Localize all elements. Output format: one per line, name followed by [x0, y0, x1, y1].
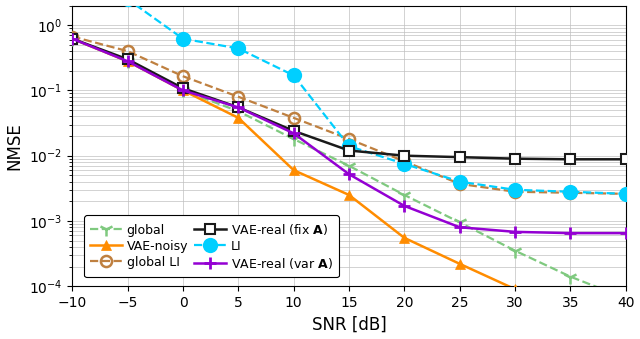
global LI: [68, 35, 76, 39]
global: [622, 296, 630, 300]
global: [124, 59, 131, 63]
Line: VAE-real (fix $\mathbf{A}$): VAE-real (fix $\mathbf{A}$): [67, 34, 630, 164]
global: [456, 220, 463, 224]
VAE-noisy: [179, 88, 187, 93]
LI: [345, 144, 353, 148]
LI: [622, 192, 630, 196]
global LI: [179, 74, 187, 78]
Line: LI: LI: [65, 0, 634, 201]
LI: [511, 188, 519, 192]
Line: global LI: global LI: [67, 31, 631, 199]
VAE-real (var $\mathbf{A}$): [179, 88, 187, 93]
LI: [566, 190, 574, 194]
Y-axis label: NMSE: NMSE: [6, 122, 24, 170]
global LI: [511, 190, 519, 194]
VAE-real (var $\mathbf{A}$): [566, 231, 574, 235]
VAE-noisy: [401, 236, 408, 240]
VAE-real (fix $\mathbf{A}$): [290, 129, 298, 133]
VAE-real (fix $\mathbf{A}$): [179, 86, 187, 90]
VAE-noisy: [456, 262, 463, 266]
VAE-noisy: [622, 336, 630, 339]
VAE-real (var $\mathbf{A}$): [124, 59, 131, 63]
Line: global: global: [65, 32, 632, 305]
VAE-noisy: [68, 37, 76, 41]
VAE-real (fix $\mathbf{A}$): [68, 37, 76, 41]
VAE-noisy: [234, 116, 242, 120]
global: [401, 193, 408, 197]
global LI: [622, 192, 630, 196]
global: [68, 37, 76, 41]
global LI: [401, 159, 408, 163]
global: [290, 137, 298, 141]
VAE-real (fix $\mathbf{A}$): [401, 154, 408, 158]
LI: [234, 46, 242, 51]
Legend: global, VAE-noisy, global LI, VAE-real (fix $\mathbf{A}$), LI, VAE-real (var $\m: global, VAE-noisy, global LI, VAE-real (…: [84, 215, 339, 277]
VAE-real (var $\mathbf{A}$): [401, 204, 408, 208]
global: [511, 248, 519, 253]
VAE-real (var $\mathbf{A}$): [622, 231, 630, 235]
global: [566, 275, 574, 279]
VAE-real (var $\mathbf{A}$): [68, 37, 76, 41]
VAE-noisy: [566, 312, 574, 316]
global: [345, 164, 353, 168]
global LI: [345, 137, 353, 141]
VAE-real (fix $\mathbf{A}$): [566, 157, 574, 161]
Line: VAE-real (var $\mathbf{A}$): VAE-real (var $\mathbf{A}$): [67, 33, 631, 239]
global: [179, 88, 187, 93]
global LI: [566, 191, 574, 195]
LI: [290, 73, 298, 77]
Line: VAE-noisy: VAE-noisy: [67, 34, 630, 339]
VAE-noisy: [124, 59, 131, 63]
X-axis label: SNR [dB]: SNR [dB]: [312, 316, 387, 334]
global: [234, 109, 242, 113]
VAE-real (var $\mathbf{A}$): [345, 172, 353, 176]
VAE-real (fix $\mathbf{A}$): [124, 57, 131, 61]
VAE-noisy: [345, 193, 353, 197]
VAE-real (fix $\mathbf{A}$): [234, 105, 242, 109]
VAE-real (var $\mathbf{A}$): [234, 105, 242, 109]
LI: [124, 0, 131, 1]
global LI: [290, 116, 298, 120]
global LI: [456, 182, 463, 186]
LI: [179, 37, 187, 41]
VAE-real (var $\mathbf{A}$): [511, 230, 519, 234]
LI: [401, 162, 408, 166]
global LI: [124, 49, 131, 53]
VAE-real (fix $\mathbf{A}$): [456, 155, 463, 159]
VAE-real (var $\mathbf{A}$): [290, 131, 298, 135]
LI: [456, 180, 463, 184]
VAE-real (var $\mathbf{A}$): [456, 225, 463, 229]
global LI: [234, 95, 242, 99]
VAE-real (fix $\mathbf{A}$): [511, 157, 519, 161]
VAE-real (fix $\mathbf{A}$): [622, 157, 630, 161]
VAE-noisy: [511, 287, 519, 291]
VAE-noisy: [290, 168, 298, 172]
VAE-real (fix $\mathbf{A}$): [345, 148, 353, 153]
